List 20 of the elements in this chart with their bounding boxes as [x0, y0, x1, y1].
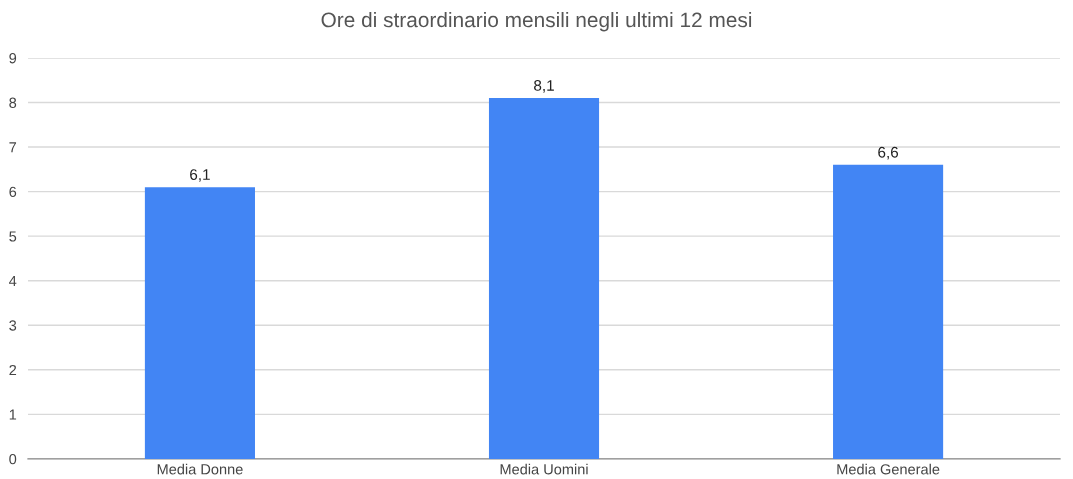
data-label: 8,1	[534, 80, 554, 93]
x-tick-label: Media Generale	[837, 463, 940, 475]
bar	[144, 187, 255, 459]
bar	[488, 98, 600, 459]
y-tick-label: 2	[9, 364, 17, 376]
y-tick-label: 7	[9, 142, 17, 153]
x-tick-label: Media Uomini	[500, 463, 588, 475]
y-tick-label: 3	[9, 320, 17, 331]
x-tick-label: Media Donne	[157, 463, 243, 475]
y-tick-label: 1	[9, 409, 17, 420]
data-label: 6,6	[878, 146, 899, 160]
y-tick-label: 6	[9, 186, 17, 198]
chart-title: Ore di straordinario mensili negli ultimi 12 mesi	[321, 11, 752, 32]
y-tick-label: 5	[9, 231, 17, 242]
data-label: 6,1	[190, 169, 210, 182]
bar	[833, 164, 944, 459]
y-tick-label: 4	[9, 275, 17, 286]
y-tick-label: 0	[9, 453, 17, 465]
y-tick-label: 8	[9, 97, 17, 108]
y-tick-label: 9	[9, 53, 17, 64]
